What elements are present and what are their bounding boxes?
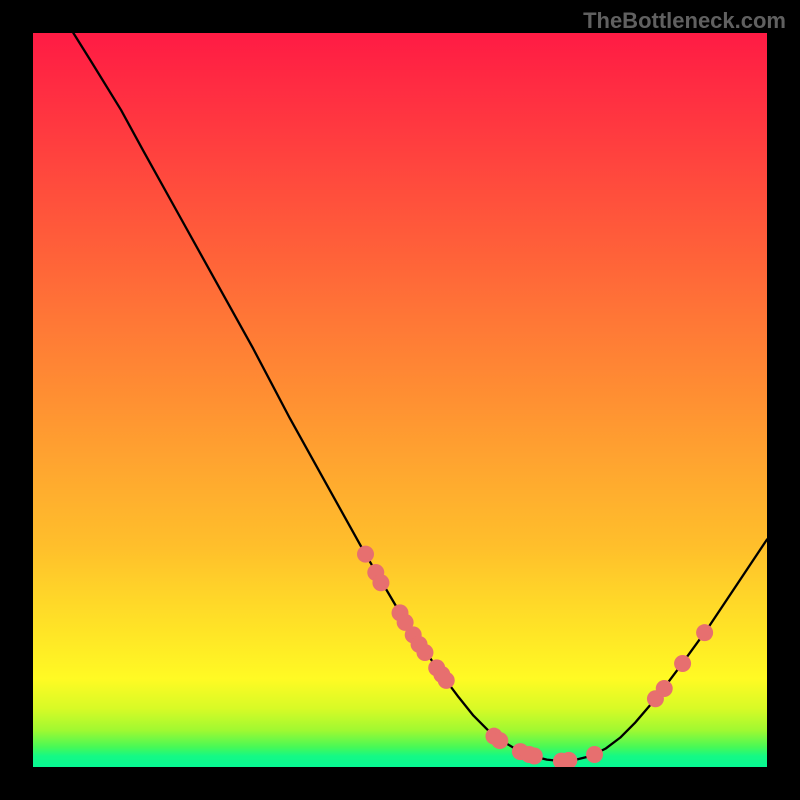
bottleneck-curve-chart bbox=[33, 33, 767, 767]
chart-plot-area bbox=[33, 33, 767, 767]
curve-marker bbox=[696, 624, 713, 641]
curve-marker bbox=[586, 746, 603, 763]
curve-marker bbox=[416, 644, 433, 661]
curve-marker bbox=[526, 747, 543, 764]
watermark-text: TheBottleneck.com bbox=[583, 8, 786, 34]
curve-marker bbox=[357, 546, 374, 563]
curve-marker bbox=[438, 672, 455, 689]
chart-background bbox=[33, 33, 767, 767]
curve-marker bbox=[372, 574, 389, 591]
curve-marker bbox=[674, 655, 691, 672]
curve-marker bbox=[491, 732, 508, 749]
curve-marker bbox=[656, 680, 673, 697]
